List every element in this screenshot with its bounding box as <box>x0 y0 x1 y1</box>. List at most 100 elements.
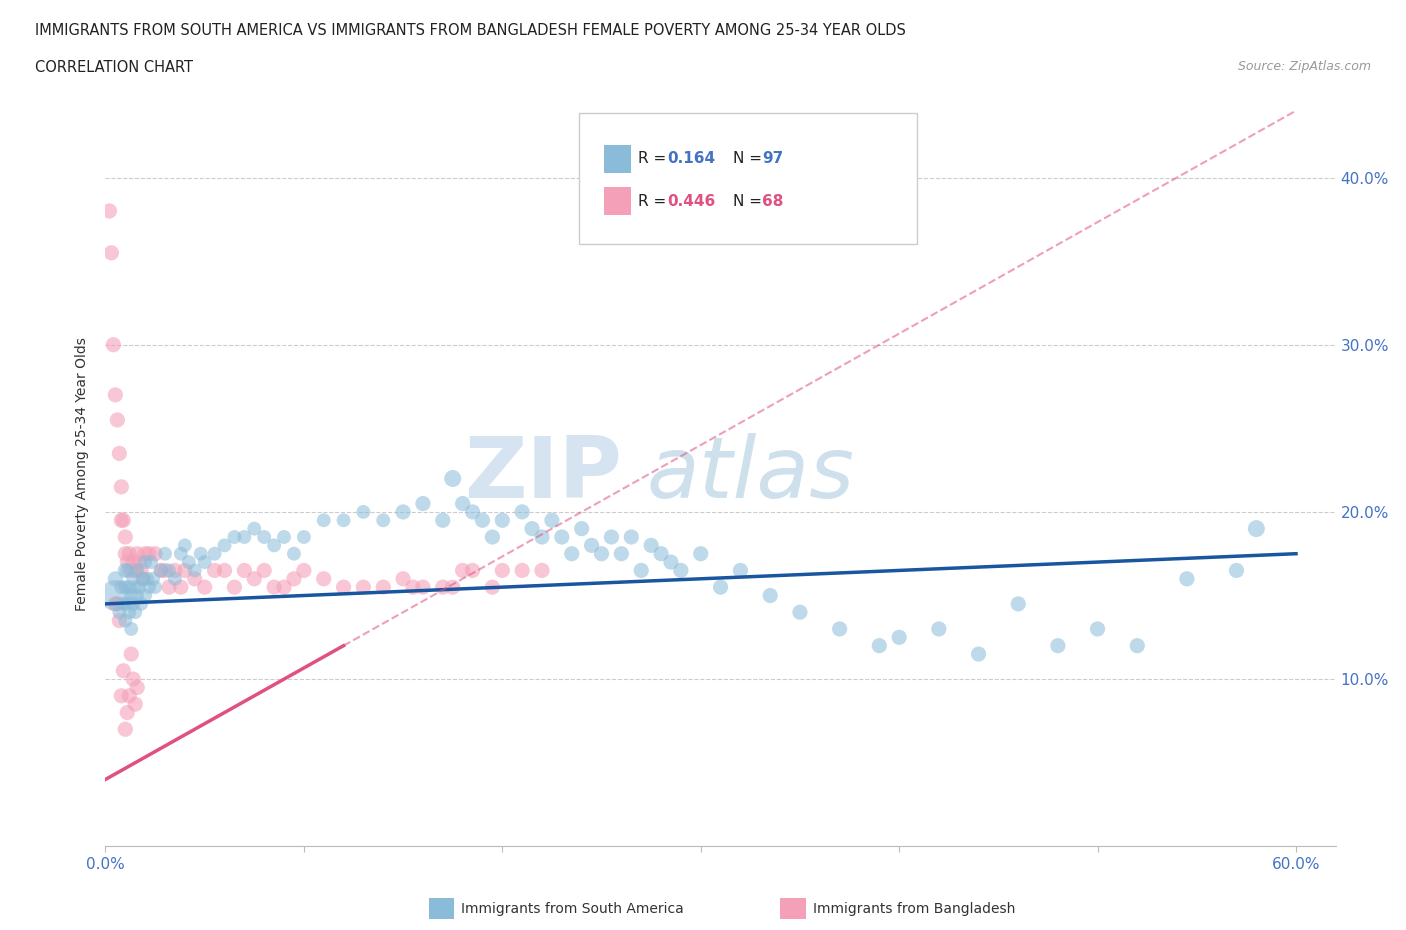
Point <box>163 571 186 586</box>
Point <box>103 338 125 352</box>
Point <box>1126 638 1149 653</box>
Point <box>889 630 911 644</box>
Point <box>122 554 145 569</box>
Point <box>138 546 160 561</box>
Point <box>134 546 156 561</box>
Point <box>128 554 150 569</box>
Point <box>263 538 285 552</box>
Point <box>551 529 574 544</box>
Point <box>118 546 141 561</box>
Text: Source: ZipAtlas.com: Source: ZipAtlas.com <box>1237 60 1371 73</box>
Point <box>194 579 217 594</box>
Point <box>98 204 121 219</box>
Point <box>292 529 315 544</box>
Point <box>214 563 236 578</box>
Point <box>591 546 613 561</box>
Point <box>138 579 160 594</box>
Point <box>928 621 950 636</box>
Point <box>283 546 305 561</box>
Point <box>153 546 176 561</box>
Point <box>105 413 128 428</box>
Text: R =: R = <box>638 152 671 166</box>
Point <box>392 504 415 519</box>
Point <box>108 604 131 619</box>
Point <box>610 546 633 561</box>
Point <box>163 563 186 578</box>
Point <box>124 563 146 578</box>
Point <box>1046 638 1069 653</box>
Point <box>104 588 127 603</box>
Point <box>173 563 195 578</box>
Point <box>471 512 494 527</box>
Point <box>828 621 851 636</box>
Point <box>710 579 733 594</box>
Point <box>263 579 285 594</box>
Point <box>184 571 207 586</box>
Point <box>134 588 156 603</box>
Point <box>402 579 425 594</box>
Point <box>117 554 139 569</box>
Text: 68: 68 <box>762 193 783 208</box>
Point <box>129 563 152 578</box>
Point <box>441 579 464 594</box>
Y-axis label: Female Poverty Among 25-34 Year Olds: Female Poverty Among 25-34 Year Olds <box>76 338 90 611</box>
Point <box>491 563 513 578</box>
Point <box>157 579 180 594</box>
Point <box>150 563 173 578</box>
Point <box>461 504 484 519</box>
Point <box>114 563 136 578</box>
Text: 97: 97 <box>762 152 783 166</box>
Point <box>312 512 335 527</box>
Point <box>273 579 295 594</box>
Point <box>173 538 195 552</box>
Point <box>114 529 136 544</box>
Point <box>759 588 782 603</box>
Point <box>620 529 643 544</box>
Point <box>150 563 173 578</box>
Text: atlas: atlas <box>647 432 855 516</box>
Point <box>118 579 141 594</box>
Point <box>789 604 811 619</box>
Point <box>730 563 752 578</box>
Point <box>124 697 146 711</box>
Point <box>114 546 136 561</box>
Point <box>120 563 142 578</box>
Point <box>127 546 149 561</box>
Point <box>139 554 162 569</box>
Point <box>132 571 155 586</box>
Point <box>432 579 454 594</box>
Point <box>630 563 652 578</box>
Point <box>312 571 335 586</box>
Point <box>117 596 139 611</box>
Point <box>581 538 603 552</box>
Point <box>461 563 484 578</box>
Point <box>392 571 415 586</box>
Point <box>124 579 146 594</box>
Point <box>332 579 354 594</box>
Point <box>190 546 212 561</box>
Point <box>352 579 374 594</box>
Point <box>117 563 139 578</box>
Point <box>112 596 135 611</box>
Point <box>136 571 159 586</box>
Point <box>332 512 354 527</box>
Point <box>1225 563 1247 578</box>
Point <box>689 546 711 561</box>
Point <box>129 596 152 611</box>
Point <box>530 529 553 544</box>
Point <box>352 504 374 519</box>
Point <box>117 705 139 720</box>
Point <box>520 521 543 536</box>
Point <box>273 529 295 544</box>
Point <box>253 563 276 578</box>
Point <box>541 512 564 527</box>
Point <box>373 579 395 594</box>
Point <box>110 579 132 594</box>
Point <box>120 646 142 661</box>
Point <box>451 563 474 578</box>
Point <box>233 563 256 578</box>
Bar <box>603 145 631 173</box>
Point <box>412 496 434 511</box>
Text: R =: R = <box>638 193 671 208</box>
Point <box>441 471 464 485</box>
